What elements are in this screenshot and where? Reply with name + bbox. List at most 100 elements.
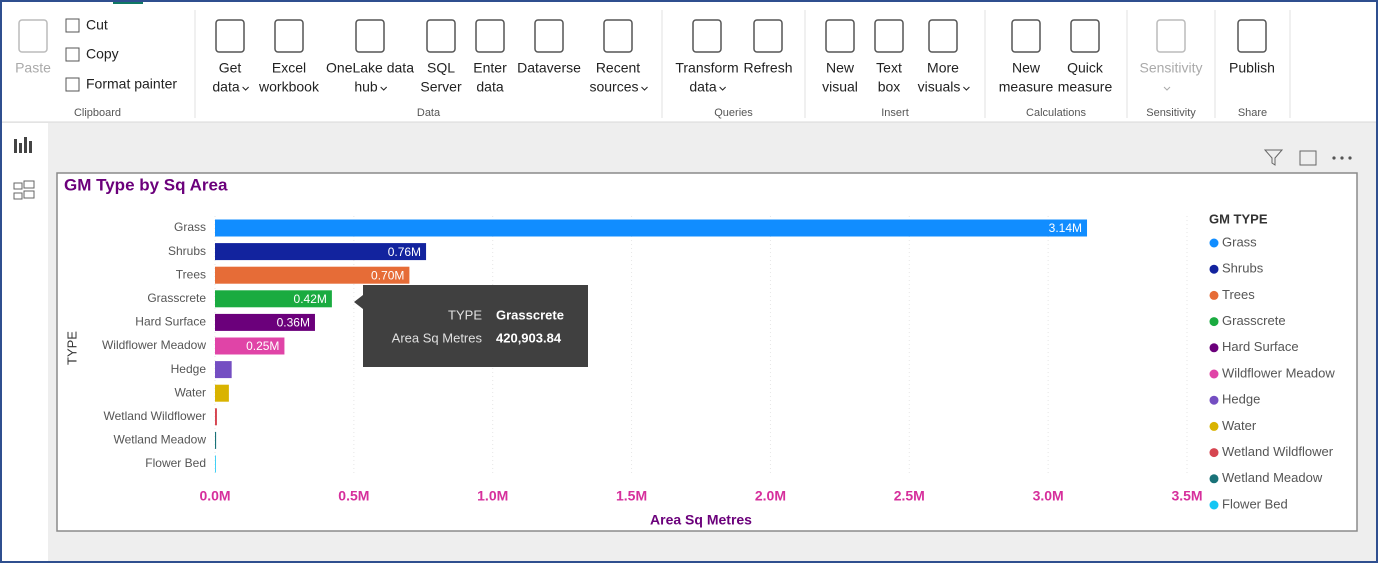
dropdown-chevron[interactable] [719, 86, 726, 91]
legend-label[interactable]: Trees [1222, 287, 1255, 302]
button-label[interactable]: Text [876, 60, 902, 76]
x-tick-label: 0.5M [338, 488, 369, 504]
x-tick-label: 1.0M [477, 488, 508, 504]
button-icon[interactable] [534, 19, 564, 53]
button-label[interactable]: Dataverse [517, 60, 581, 76]
button-label[interactable]: Copy [86, 46, 119, 62]
button-label[interactable]: Transform [675, 60, 738, 76]
button-icon[interactable] [874, 19, 904, 53]
button-label[interactable]: data [689, 79, 716, 95]
button-label[interactable]: OneLake data [326, 60, 414, 76]
y-tick-label: Hedge [171, 362, 207, 376]
button-label[interactable]: data [476, 79, 503, 95]
button-icon[interactable] [753, 19, 783, 53]
button-icon[interactable] [65, 47, 80, 62]
button-icon[interactable] [475, 19, 505, 53]
legend-marker[interactable] [1209, 290, 1219, 300]
filter-icon[interactable] [1263, 149, 1284, 166]
button-icon[interactable] [215, 19, 245, 53]
group-label: Calculations [1026, 107, 1086, 119]
legend-label[interactable]: Flower Bed [1222, 496, 1288, 511]
legend-label[interactable]: Wetland Meadow [1222, 470, 1323, 485]
button-icon[interactable] [65, 18, 80, 33]
legend-marker[interactable] [1209, 395, 1219, 405]
model-view-icon[interactable] [13, 180, 35, 200]
button-label[interactable]: measure [999, 79, 1054, 95]
legend-marker[interactable] [1209, 448, 1219, 458]
dropdown-chevron[interactable] [963, 86, 970, 91]
button-icon[interactable] [355, 19, 385, 53]
dropdown-chevron[interactable] [380, 86, 388, 91]
focus-mode-icon[interactable] [1299, 150, 1317, 166]
legend-label[interactable]: Wetland Wildflower [1222, 444, 1334, 459]
dropdown-chevron[interactable] [242, 86, 249, 91]
bar [215, 219, 1088, 237]
button-label[interactable]: Recent [596, 60, 640, 76]
button-label[interactable]: measure [1058, 79, 1113, 95]
button-label[interactable]: Sensitivity [1139, 60, 1202, 76]
button-icon[interactable] [928, 19, 958, 53]
y-tick-label: Shrubs [168, 244, 206, 258]
legend-label[interactable]: Shrubs [1222, 261, 1264, 276]
button-label[interactable]: Refresh [743, 60, 792, 76]
y-tick-label: Flower Bed [145, 456, 206, 470]
button-icon[interactable] [1070, 19, 1100, 53]
button-icon[interactable] [825, 19, 855, 53]
legend-label[interactable]: Grasscrete [1222, 313, 1286, 328]
button-label[interactable]: More [927, 60, 959, 76]
button-label[interactable]: Get [219, 60, 242, 76]
button-label[interactable]: Paste [15, 60, 51, 76]
x-tick-label: 2.5M [894, 488, 925, 504]
button-label[interactable]: SQL [427, 60, 455, 76]
button-label[interactable]: Enter [473, 60, 507, 76]
button-label[interactable]: Quick [1067, 60, 1104, 76]
button-icon[interactable] [692, 19, 722, 53]
button-icon[interactable] [1156, 19, 1186, 53]
legend-marker[interactable] [1209, 369, 1219, 379]
bar [215, 337, 285, 355]
dropdown-chevron[interactable] [1163, 86, 1171, 91]
button-icon[interactable] [1011, 19, 1041, 53]
tooltip-value: 420,903.84 [496, 330, 562, 345]
sidebar [0, 123, 48, 563]
legend-label[interactable]: Hard Surface [1222, 339, 1299, 354]
legend-marker[interactable] [1209, 343, 1219, 353]
bar [215, 408, 217, 426]
button-label[interactable]: visual [822, 79, 858, 95]
button-label[interactable]: Excel [272, 60, 306, 76]
button-label[interactable]: box [878, 79, 901, 95]
button-label[interactable]: data [212, 79, 239, 95]
button-label[interactable]: visuals [918, 79, 961, 95]
button-label[interactable]: Format painter [86, 76, 177, 92]
legend-marker[interactable] [1209, 238, 1219, 248]
dropdown-chevron[interactable] [641, 86, 648, 91]
legend-marker[interactable] [1209, 264, 1219, 274]
button-label[interactable]: New [1012, 60, 1041, 76]
button-label[interactable]: Publish [1229, 60, 1275, 76]
bar [215, 266, 410, 284]
legend-marker[interactable] [1209, 317, 1219, 327]
legend-label[interactable]: Wildflower Meadow [1222, 365, 1335, 380]
legend-title: GM TYPE [1209, 211, 1268, 226]
button-icon[interactable] [426, 19, 456, 53]
button-label[interactable]: Server [420, 79, 462, 95]
legend-marker[interactable] [1209, 500, 1219, 510]
button-label[interactable]: sources [589, 79, 638, 95]
more-options-icon[interactable] [1332, 156, 1352, 160]
button-icon[interactable] [1237, 19, 1267, 53]
button-icon[interactable] [274, 19, 304, 53]
button-label[interactable]: Cut [86, 17, 108, 33]
legend-marker[interactable] [1209, 474, 1219, 484]
report-view-icon[interactable] [14, 137, 32, 153]
legend-label[interactable]: Water [1222, 418, 1257, 433]
button-icon[interactable] [18, 19, 48, 53]
legend-label[interactable]: Hedge [1222, 392, 1260, 407]
button-icon[interactable] [603, 19, 633, 53]
button-label[interactable]: New [826, 60, 855, 76]
button-icon[interactable] [65, 77, 80, 92]
button-label[interactable]: hub [354, 79, 378, 95]
legend-marker[interactable] [1209, 421, 1219, 431]
button-label[interactable]: workbook [258, 79, 320, 95]
legend-label[interactable]: Grass [1222, 234, 1257, 249]
